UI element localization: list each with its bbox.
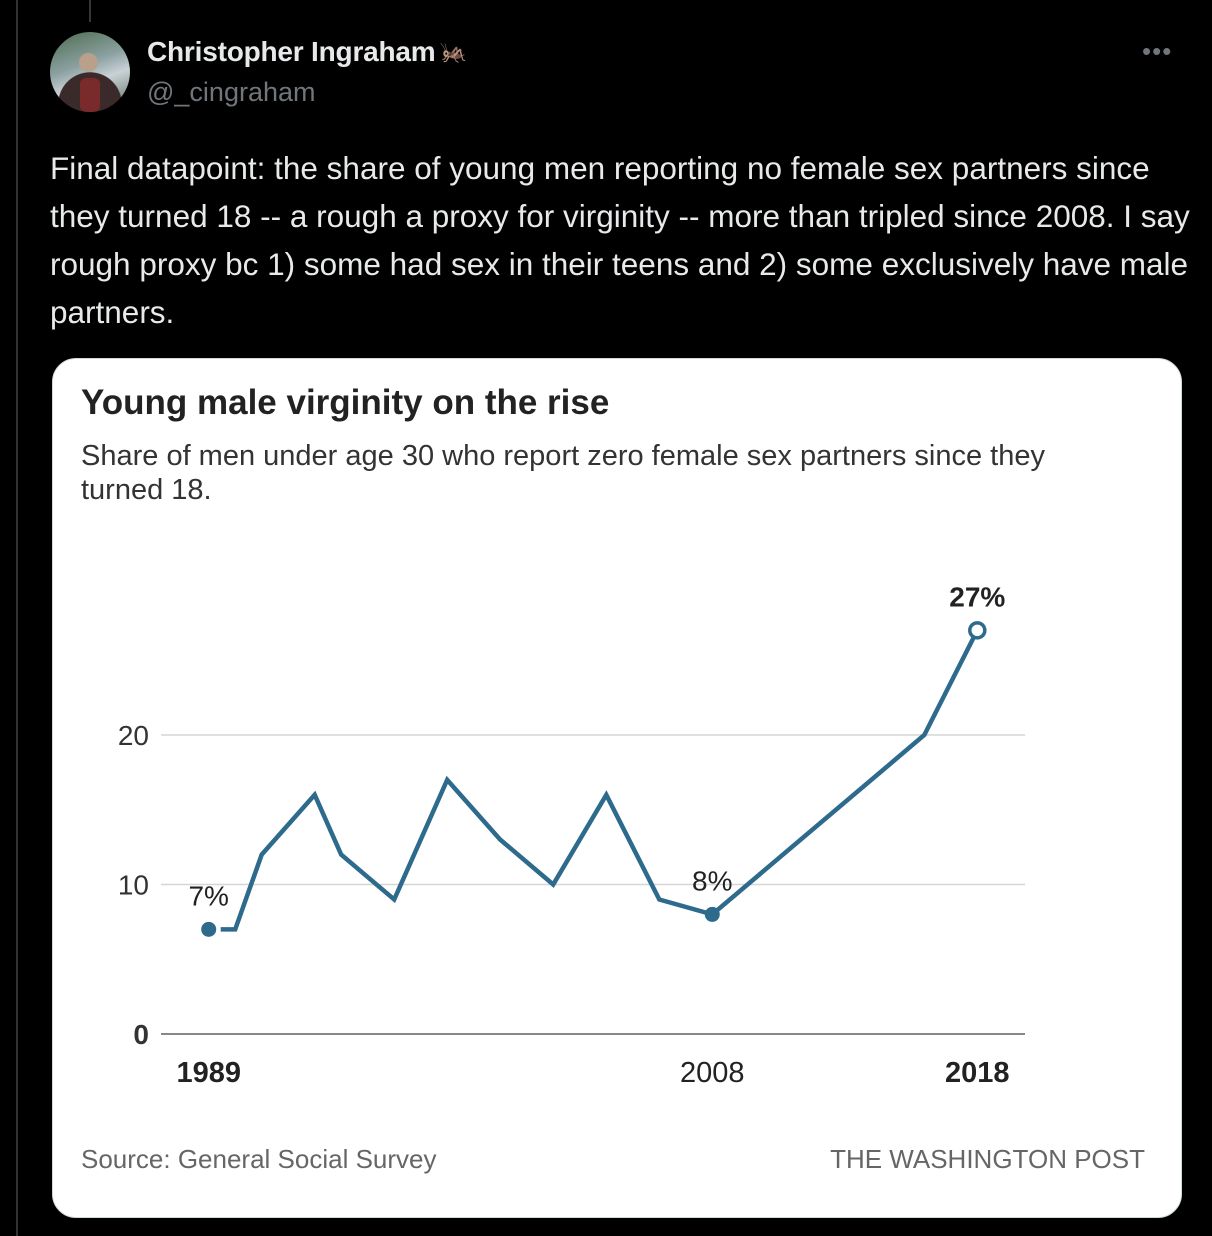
author-name-link[interactable]: Christopher Ingraham 🦗: [147, 36, 467, 68]
tweet-text: Final datapoint: the share of young men …: [50, 150, 1190, 330]
x-tick-label: 2008: [680, 1057, 745, 1089]
data-point: [201, 921, 217, 937]
author-handle[interactable]: @_cingraham: [147, 77, 316, 107]
avatar[interactable]: [50, 32, 130, 112]
chart-card[interactable]: Young male virginity on the rise Share o…: [52, 358, 1182, 1218]
series-line: [220, 629, 980, 932]
data-label: 8%: [692, 865, 732, 896]
y-tick-label: 20: [118, 720, 149, 751]
thread-connector: [89, 0, 91, 22]
data-label: 27%: [949, 581, 1005, 612]
chart-subtitle: Share of men under age 30 who report zer…: [81, 440, 1045, 506]
more-icon[interactable]: •••: [1142, 36, 1173, 66]
data-point: [968, 621, 987, 640]
x-tick-label: 2018: [945, 1057, 1010, 1089]
data-point: [704, 906, 720, 922]
data-label: 7%: [188, 880, 228, 911]
x-tick-label: 1989: [176, 1057, 241, 1089]
line-chart: 0 10 20 1989 2008 2018 7% 8% 27%: [118, 581, 1025, 1089]
chart-source: Source: General Social Survey: [81, 1144, 437, 1174]
chart-credit: THE WASHINGTON POST: [830, 1144, 1145, 1174]
cricket-emoji-icon: 🦗: [439, 39, 467, 64]
author-name: Christopher Ingraham: [147, 36, 436, 67]
y-tick-label: 10: [118, 870, 149, 901]
thread-border: [16, 0, 18, 1236]
chart-title: Young male virginity on the rise: [81, 383, 610, 422]
y-tick-label: 0: [133, 1019, 149, 1050]
